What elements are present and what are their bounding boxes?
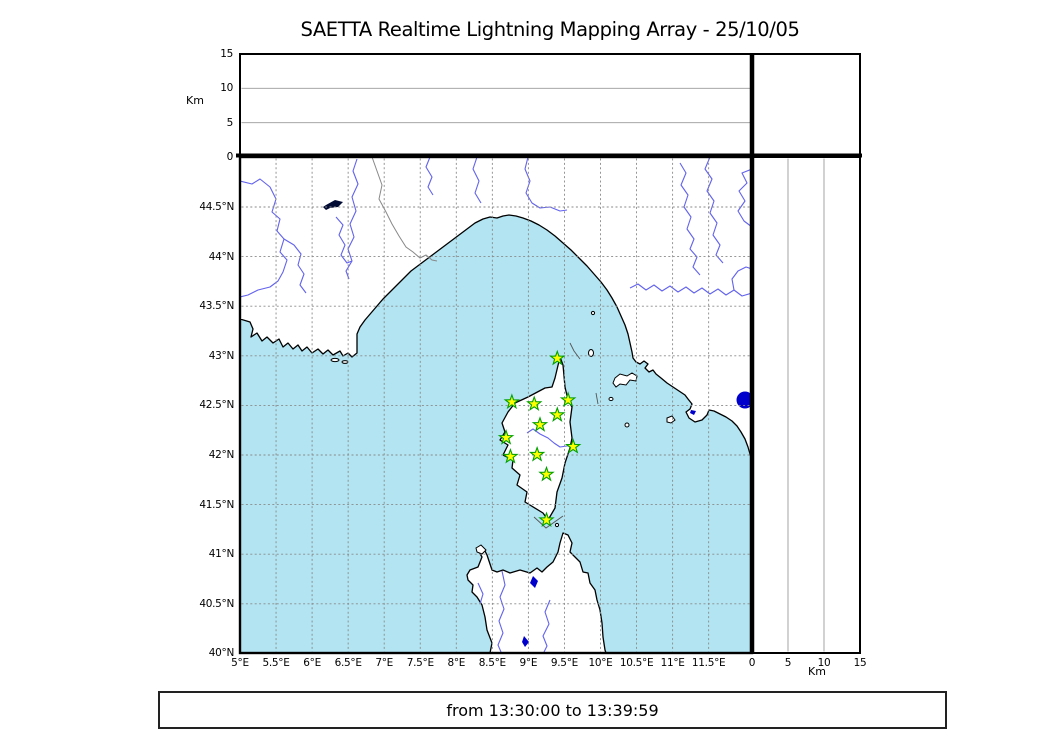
figure-title: SAETTA Realtime Lightning Mapping Array … <box>300 18 800 41</box>
montecristo-island <box>624 422 630 428</box>
station-star-marker <box>497 429 515 445</box>
station-star-marker <box>538 511 555 528</box>
time-range-bar: from 13:30:00 to 13:39:59 <box>158 691 947 729</box>
right-panel-xtick-label: 0 <box>748 657 756 669</box>
right-panel-unit-label: Km <box>808 665 826 678</box>
station-star-marker <box>548 406 566 422</box>
longitude-tick-label: 9.5°E <box>550 657 578 669</box>
top-panel-ytick-label: 5 <box>226 116 234 129</box>
station-star-marker <box>528 445 546 462</box>
longitude-tick-label: 5°E <box>231 657 249 669</box>
longitude-tick-label: 7°E <box>375 657 394 669</box>
elba-island <box>612 372 638 388</box>
longitude-tick-label: 7.5°E <box>406 657 434 669</box>
longitude-tick-label: 11.5°E <box>691 657 726 669</box>
sardinia-coastline <box>466 532 607 653</box>
longitude-tick-label: 8.5°E <box>478 657 506 669</box>
maddalena-island <box>554 522 560 528</box>
latitude-tick-label: 40.5°N <box>199 597 234 610</box>
orbetello-lagoon <box>690 410 696 415</box>
map-panel <box>240 157 752 653</box>
station-star-marker <box>548 349 566 366</box>
station-star-marker <box>538 465 555 482</box>
latitude-tick-label: 40°N <box>208 647 235 660</box>
latitude-tick-label: 43°N <box>208 349 235 362</box>
longitude-tick-label: 5.5°E <box>262 657 290 669</box>
right-panel-xtick-label: 5 <box>784 657 792 669</box>
time-range-text: from 13:30:00 to 13:39:59 <box>446 700 659 720</box>
lake-coghinas <box>530 576 538 588</box>
longitude-tick-label: 10.5°E <box>619 657 654 669</box>
france-italy-border <box>371 157 438 262</box>
latitude-tick-label: 41.5°N <box>199 498 234 511</box>
station-star-marker <box>503 393 521 410</box>
station-star-marker <box>559 391 577 408</box>
latitude-tick-label: 44.5°N <box>199 201 234 213</box>
right-panel-xtick-label: 15 <box>853 657 867 669</box>
hyeres-island <box>341 360 349 364</box>
station-star-marker <box>526 395 543 412</box>
rivers <box>240 157 752 653</box>
longitude-tick-label: 6°E <box>303 657 321 669</box>
map-graticule <box>241 158 751 652</box>
latitude-tick-label: 41°N <box>208 548 235 561</box>
top-panel-ytick-label: 15 <box>220 48 233 60</box>
longitude-tick-label: 10°E <box>588 657 613 669</box>
altitude-vs-latitude-panel <box>751 156 861 654</box>
station-star-marker <box>564 438 582 454</box>
hyeres-island <box>330 357 340 363</box>
mainland-coastline <box>240 157 752 461</box>
lake-bolsena <box>736 391 752 409</box>
sea-route-lines <box>533 342 599 529</box>
sardinia-lake <box>522 636 529 647</box>
asinara-island <box>475 544 487 555</box>
station-star-marker <box>502 447 519 464</box>
top-panel-unit-label: Km <box>186 94 204 107</box>
top-panel-ytick-label: 10 <box>220 82 233 95</box>
longitude-tick-label: 6.5°E <box>334 657 362 669</box>
lake-serre-poncon <box>323 200 343 210</box>
station-star-marker <box>531 416 549 432</box>
latitude-tick-label: 43.5°N <box>199 300 234 313</box>
longitude-tick-label: 8°E <box>447 657 466 669</box>
giglio-island <box>666 415 676 424</box>
longitude-tick-label: 11°E <box>660 657 685 669</box>
capraia-island <box>588 349 594 357</box>
gorgona-island <box>590 310 596 316</box>
pianosa-island <box>608 396 614 402</box>
station-markers <box>497 349 582 528</box>
latitude-tick-label: 42°N <box>208 449 235 461</box>
top-panel-ytick-label: 0 <box>226 150 234 163</box>
latitude-tick-label: 42.5°N <box>199 399 234 412</box>
altitude-vs-longitude-panel <box>239 53 753 158</box>
altitude-histogram-box <box>751 53 861 158</box>
longitude-tick-label: 9°E <box>519 657 538 669</box>
latitude-tick-label: 44°N <box>208 250 235 263</box>
right-panel-xtick-label: 10 <box>817 657 831 669</box>
